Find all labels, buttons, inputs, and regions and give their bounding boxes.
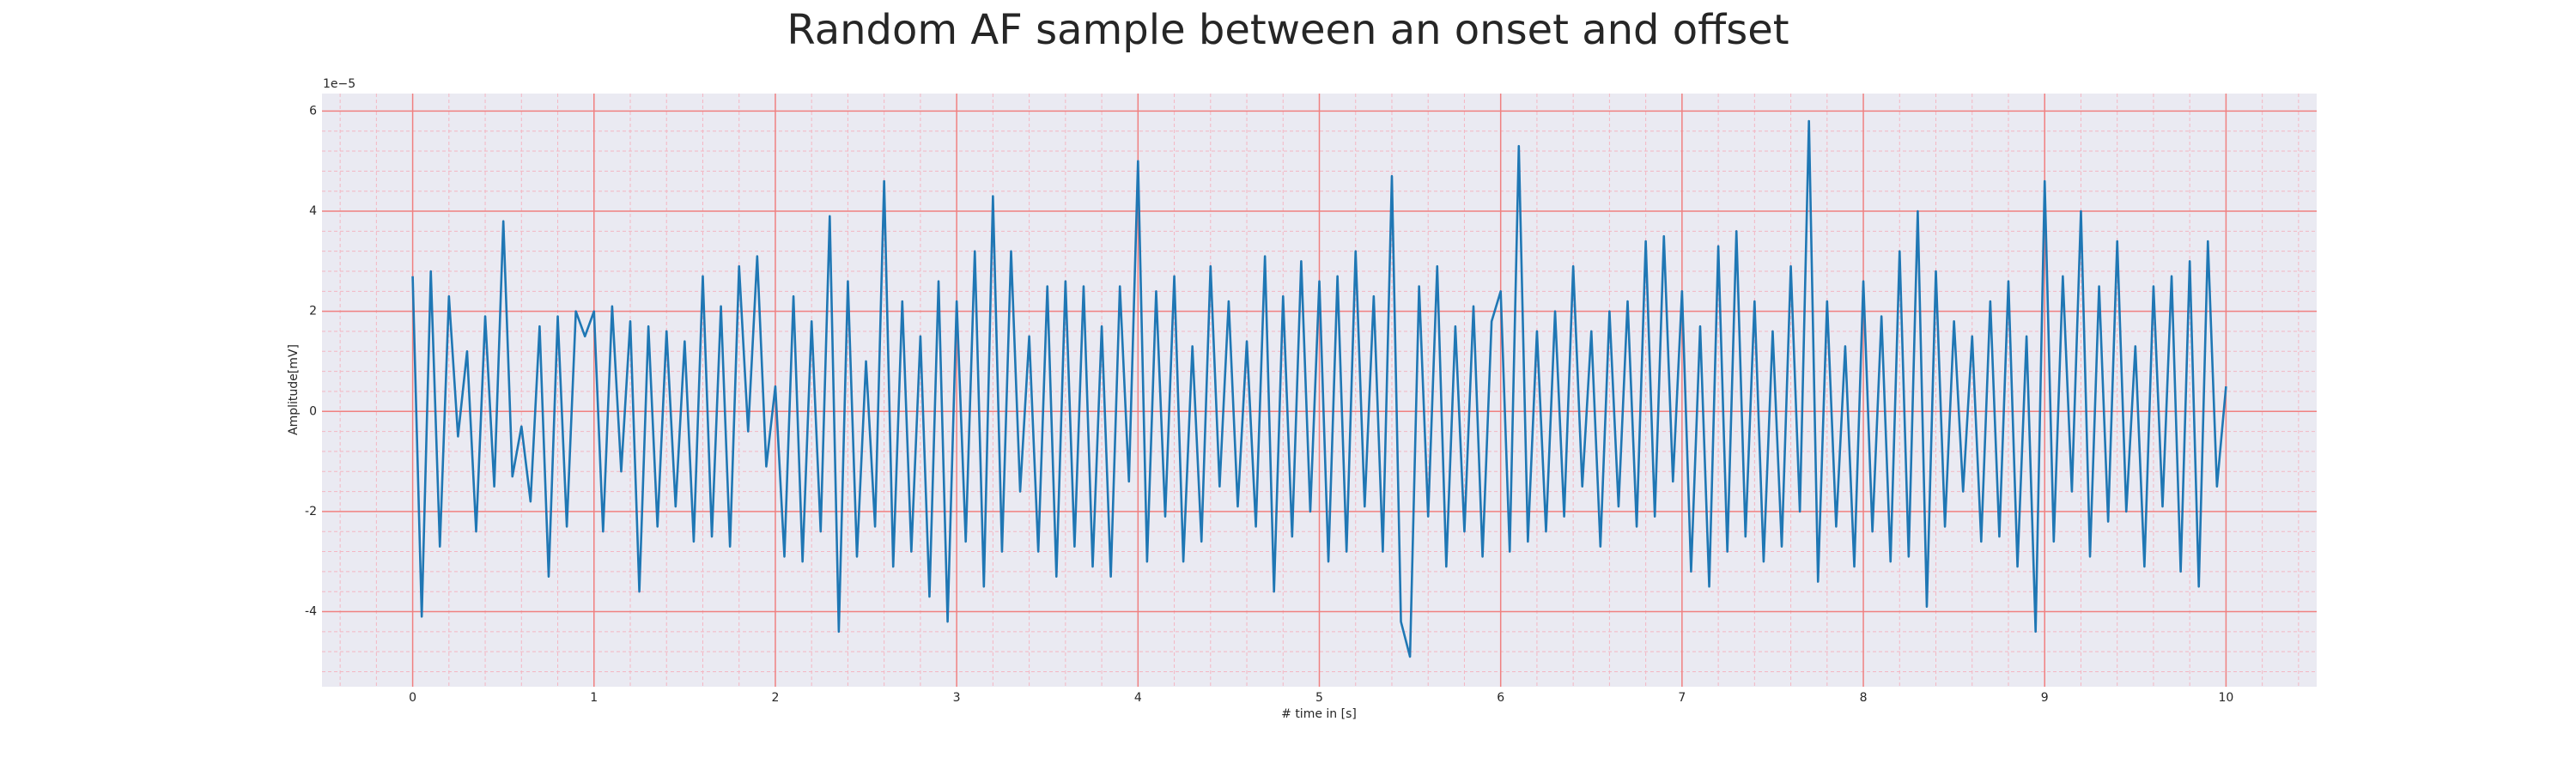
x-tick-label: 7 — [1678, 691, 1686, 705]
x-tick-label: 10 — [2218, 691, 2233, 705]
y-offset-label: 1e−5 — [323, 77, 355, 91]
x-tick-label: 3 — [953, 691, 961, 705]
x-tick-label: 5 — [1315, 691, 1323, 705]
x-tick-label: 2 — [771, 691, 779, 705]
x-tick-label: 1 — [590, 691, 598, 705]
plot-layer — [411, 119, 2227, 658]
data-line — [411, 119, 2227, 658]
y-tick-label: -4 — [305, 605, 317, 619]
x-tick-label: 0 — [409, 691, 416, 705]
y-tick-label: -2 — [305, 505, 317, 518]
x-tick-label: 9 — [2041, 691, 2049, 705]
y-tick-label: 4 — [309, 204, 317, 218]
y-axis-label: Amplitude[mV] — [287, 344, 301, 435]
x-tick-label: 8 — [1860, 691, 1868, 705]
x-tick-label: 4 — [1134, 691, 1142, 705]
x-axis-label: # time in [s] — [1281, 707, 1357, 721]
chart-title: Random AF sample between an onset and of… — [787, 6, 1789, 54]
y-tick-label: 2 — [309, 305, 317, 318]
y-tick-label: 0 — [309, 404, 317, 418]
y-tick-label: 6 — [309, 104, 317, 118]
x-tick-label: 6 — [1497, 691, 1504, 705]
